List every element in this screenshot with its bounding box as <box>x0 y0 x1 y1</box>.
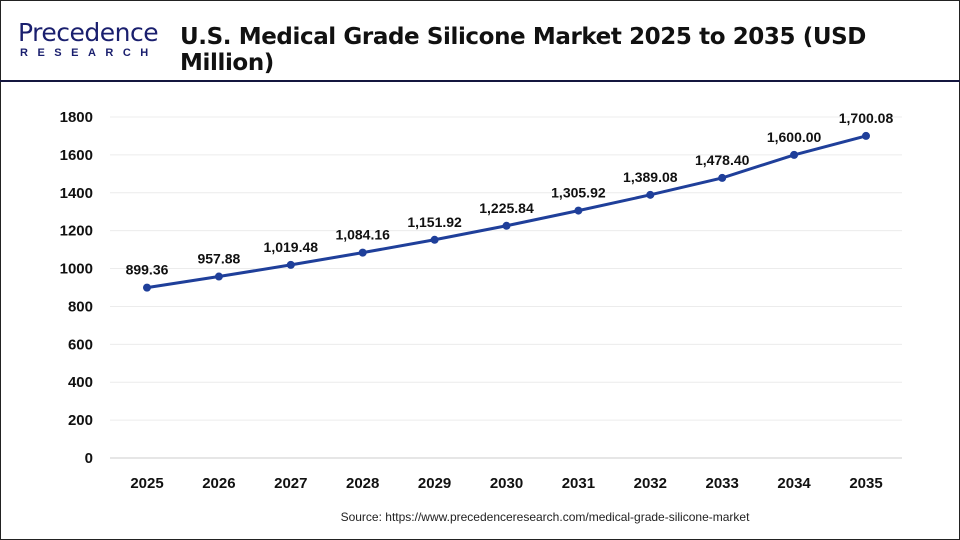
x-tick-label: 2026 <box>202 475 235 492</box>
y-tick-label: 600 <box>68 336 93 353</box>
data-label: 1,151.92 <box>407 214 462 230</box>
y-tick-label: 1400 <box>60 185 93 202</box>
data-label: 1,600.00 <box>767 129 822 145</box>
data-point <box>214 272 223 281</box>
data-point <box>646 190 655 199</box>
y-tick-label: 400 <box>68 374 93 391</box>
data-point <box>790 150 799 159</box>
x-tick-label: 2025 <box>130 475 163 492</box>
data-point <box>143 283 151 292</box>
x-tick-label: 2027 <box>274 475 307 492</box>
data-label: 1,019.48 <box>264 239 319 255</box>
data-label: 1,478.40 <box>695 152 750 168</box>
x-tick-label: 2029 <box>418 475 451 492</box>
x-tick-label: 2030 <box>490 475 523 492</box>
y-tick-label: 1200 <box>60 223 93 240</box>
data-label: 1,389.08 <box>623 169 678 185</box>
y-tick-label: 800 <box>68 298 93 315</box>
data-point <box>574 206 583 215</box>
x-tick-label: 2032 <box>634 475 667 492</box>
chart-title: U.S. Medical Grade Silicone Market 2025 … <box>180 24 866 76</box>
x-tick-label: 2031 <box>562 475 595 492</box>
data-label: 1,225.84 <box>479 200 534 216</box>
data-label: 1,305.92 <box>551 185 606 201</box>
x-tick-label: 2028 <box>346 475 379 492</box>
y-tick-label: 200 <box>68 412 93 429</box>
data-label: 899.36 <box>126 262 169 278</box>
x-tick-label: 2034 <box>777 475 811 492</box>
data-point <box>358 248 367 257</box>
header: Precedence RESEARCH U.S. Medical Grade S… <box>0 0 960 82</box>
data-point <box>502 221 511 230</box>
source-note: Source: https://www.precedenceresearch.c… <box>340 510 750 524</box>
x-tick-label: 2035 <box>849 475 882 492</box>
y-tick-label: 1800 <box>60 109 93 126</box>
data-point <box>862 131 870 140</box>
data-point <box>430 235 439 244</box>
data-label: 957.88 <box>197 251 240 267</box>
brand-subname: RESEARCH <box>20 47 158 59</box>
x-tick-label: 2033 <box>706 475 739 492</box>
y-tick-label: 1600 <box>60 147 93 164</box>
brand-name: Precedence <box>18 18 159 47</box>
data-point <box>286 260 295 269</box>
y-tick-label: 1000 <box>60 261 93 278</box>
data-point <box>718 173 727 182</box>
y-tick-label: 0 <box>85 450 93 467</box>
data-label: 1,700.08 <box>839 110 894 126</box>
brand-logo: Precedence RESEARCH <box>18 18 159 62</box>
data-label: 1,084.16 <box>335 227 390 243</box>
